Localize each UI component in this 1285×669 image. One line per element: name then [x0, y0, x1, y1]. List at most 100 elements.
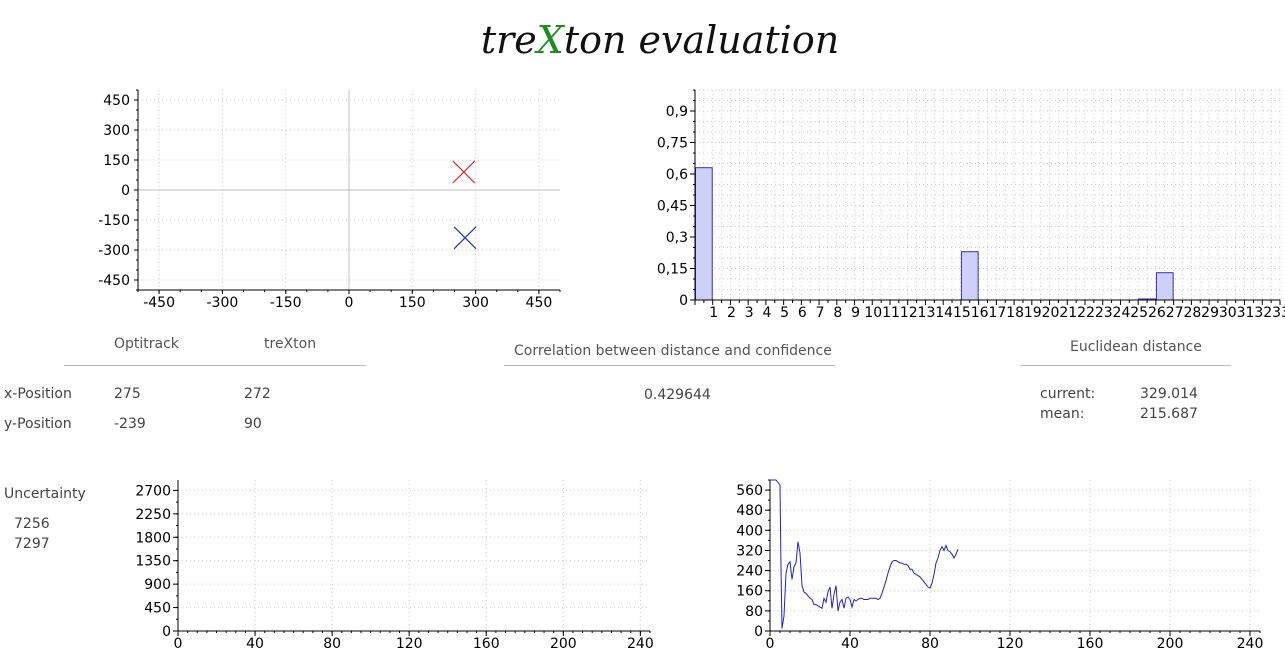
y-tick-label: -300 [98, 243, 130, 259]
x-tick-label: 6 [798, 305, 807, 321]
y-tick-label: 150 [103, 153, 130, 169]
y-tick-label: 400 [736, 523, 763, 539]
x-tick-label: 8 [833, 305, 842, 321]
y-tick-label: 0 [754, 624, 763, 640]
correlation-divider [504, 365, 835, 366]
y-tick-label: 0,75 [657, 136, 688, 152]
bar [960, 251, 979, 301]
x-tick-label: 200 [1157, 636, 1184, 652]
y-tick-label: -450 [98, 273, 130, 289]
x-tick-label: 17 [988, 305, 1006, 321]
x-tick-label: 240 [1237, 636, 1264, 652]
uncertainty-line-chart: 0 40 80 120 160 200 240 0 450 900 1350 1800 2250 2700 [135, 480, 654, 652]
x-tick-label: 3 [745, 305, 754, 321]
y-tick-label: 560 [736, 483, 763, 499]
y-tick-label: 2250 [135, 507, 171, 523]
x-tick-label: 80 [921, 636, 939, 652]
y-tick-label: 2700 [135, 483, 171, 499]
x-tick-label: 23 [1095, 305, 1113, 321]
x-tick-label: 10 [864, 305, 882, 321]
euclidean-header: Euclidean distance [1070, 339, 1202, 355]
x-tick-label: 29 [1201, 305, 1219, 321]
x-tick-label: 11 [882, 305, 900, 321]
x-tick-label: 32 [1254, 305, 1272, 321]
x-tick-label: -150 [270, 295, 302, 311]
bar [1155, 272, 1174, 301]
x-tick-label: -300 [207, 295, 239, 311]
x-tick-label: -450 [143, 295, 175, 311]
y-tick-label: 0 [121, 183, 130, 199]
x-tick-label: 21 [1059, 305, 1077, 321]
y-tick-label: 240 [736, 564, 763, 580]
current-value: 329.014 [1140, 386, 1198, 402]
x-tick-label: 300 [462, 295, 489, 311]
y-tick-label: 0,45 [657, 199, 688, 215]
y-tick-label: 1350 [135, 554, 171, 570]
bar [695, 167, 713, 301]
x-tick-label: 160 [473, 636, 500, 652]
y-tick-label: 0,3 [666, 230, 688, 246]
trexton-marker [452, 160, 476, 184]
x-tick-label: 28 [1183, 305, 1201, 321]
x-tick-label: 160 [1077, 636, 1104, 652]
optitrack-marker [453, 226, 477, 250]
x-tick-label: 5 [780, 305, 789, 321]
x-tick-label: 0 [766, 636, 775, 652]
row-label-y: y-Position [4, 416, 72, 432]
x-tick-label: 24 [1113, 305, 1131, 321]
y-tick-label: 0,6 [666, 167, 688, 183]
y-optitrack-value: -239 [114, 416, 146, 432]
correlation-value: 0.429644 [644, 387, 711, 403]
x-tick-label: 25 [1130, 305, 1148, 321]
distance-series-line [770, 479, 959, 629]
x-tick-label: 240 [627, 636, 654, 652]
uncertainty-value-1: 7256 [14, 516, 50, 532]
y-tick-label: -150 [98, 213, 130, 229]
x-tick-label: 26 [1148, 305, 1166, 321]
page-title: treXton evaluation [480, 18, 840, 62]
x-tick-label: 7 [816, 305, 825, 321]
x-trexton-value: 272 [244, 386, 271, 402]
x-tick-label: 80 [323, 636, 341, 652]
y-tick-label: 1800 [135, 530, 171, 546]
x-tick-label: 33 [1272, 305, 1285, 321]
x-tick-label: 12 [900, 305, 918, 321]
row-label-x: x-Position [4, 386, 72, 402]
x-tick-label: 40 [246, 636, 264, 652]
confidence-bar-chart: 00,150,30,450,60,750,91 2 3 4 5 6 7 8 9 10 11 12 13 1… [657, 89, 1285, 321]
col-header-optitrack: Optitrack [114, 336, 179, 352]
x-tick-label: 16 [971, 305, 989, 321]
mean-label: mean: [1040, 406, 1085, 422]
y-tick-label: 320 [736, 543, 763, 559]
x-tick-label: 450 [526, 295, 553, 311]
y-tick-label: 300 [103, 123, 130, 139]
y-tick-label: 0 [679, 293, 688, 309]
x-tick-label: 200 [550, 636, 577, 652]
x-tick-label: 14 [935, 305, 953, 321]
x-tick-label: 31 [1237, 305, 1255, 321]
y-tick-label: 450 [103, 93, 130, 109]
euclidean-divider [1020, 365, 1231, 366]
x-tick-label: 18 [1006, 305, 1024, 321]
x-tick-label: 20 [1042, 305, 1060, 321]
col-header-trexton: treXton [264, 336, 317, 352]
current-label: current: [1040, 386, 1096, 402]
y-tick-label: 450 [144, 601, 171, 617]
x-tick-label: 19 [1024, 305, 1042, 321]
x-tick-label: 0 [174, 636, 183, 652]
y-tick-label: 0,15 [657, 262, 688, 278]
y-trexton-value: 90 [244, 416, 262, 432]
x-optitrack-value: 275 [114, 386, 141, 402]
y-tick-label: 900 [144, 577, 171, 593]
x-tick-label: 120 [997, 636, 1024, 652]
y-tick-label: 160 [736, 584, 763, 600]
x-tick-label: 9 [851, 305, 860, 321]
x-tick-label: 13 [918, 305, 936, 321]
x-tick-label: 120 [396, 636, 423, 652]
x-tick-label: 1 [709, 305, 718, 321]
x-tick-label: 15 [953, 305, 971, 321]
y-tick-label: 0,9 [666, 104, 688, 120]
x-tick-label: 27 [1166, 305, 1184, 321]
x-tick-label: 22 [1077, 305, 1095, 321]
